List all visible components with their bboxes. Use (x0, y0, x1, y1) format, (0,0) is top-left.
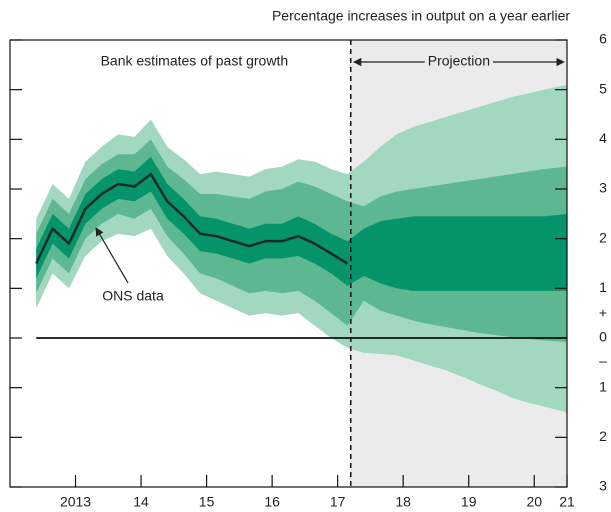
plot-frame (9, 39, 568, 488)
y-tick-label: 6 (599, 31, 607, 47)
x-tick-label: 18 (395, 494, 411, 510)
x-tick-label: 16 (264, 494, 280, 510)
y-tick-label: 0 (599, 329, 607, 345)
x-tick-label: 15 (199, 494, 215, 510)
y-tick-label: 2 (599, 229, 607, 245)
y-tick-label: 5 (599, 80, 607, 96)
y-tick-label: 3 (599, 180, 607, 196)
y-axis-label: Percentage increases in output on a year… (272, 8, 570, 24)
x-tick-label: 20 (526, 494, 542, 510)
projection-annotation: Projection (428, 53, 490, 69)
x-tick-label: 19 (461, 494, 477, 510)
ons-data-line (35, 172, 349, 265)
x-tick-label: 17 (330, 494, 346, 510)
y-tick-label: 1 (599, 378, 607, 394)
y-tick-label: 2 (599, 428, 607, 444)
y-tick-label: 4 (599, 130, 607, 146)
fan-band (36, 156, 567, 291)
ons-data-pointer (95, 227, 129, 284)
sign-positive: + (599, 305, 607, 321)
fan-layer (35, 84, 567, 413)
x-tick-label: 14 (133, 494, 149, 510)
sign-negative: – (599, 353, 607, 369)
y-tick-label: 1 (599, 279, 607, 295)
past-annotation: Bank estimates of past growth (101, 53, 289, 69)
x-tick-label: 21 (559, 494, 575, 510)
y-tick-label: 3 (599, 478, 607, 494)
ons-data-label: ONS data (102, 288, 164, 304)
x-tick-label: 2013 (60, 494, 91, 510)
